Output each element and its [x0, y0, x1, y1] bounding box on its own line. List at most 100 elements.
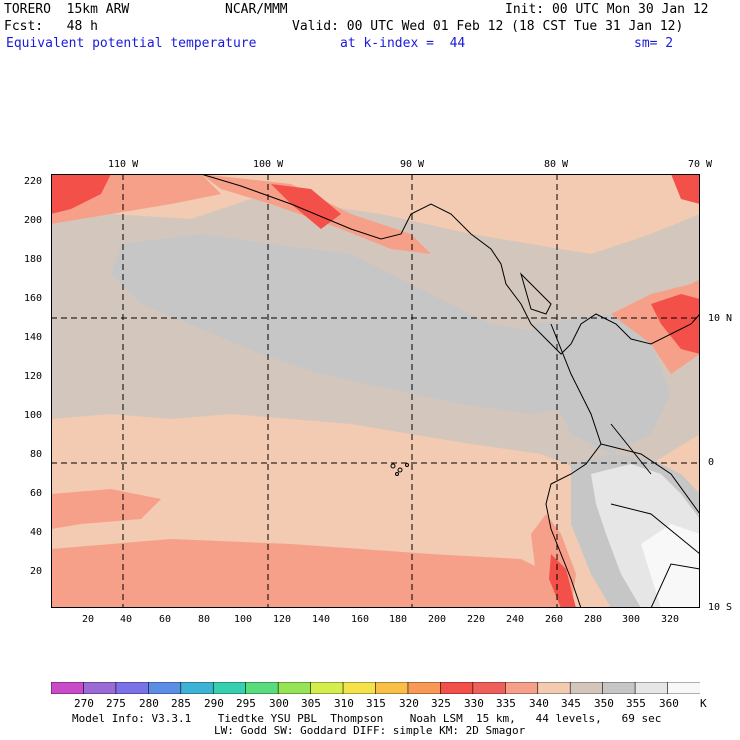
y-tick: 100: [24, 410, 43, 421]
colorbar-segment: [277, 682, 312, 694]
colorbar-label: 315: [366, 697, 386, 710]
model-info-line1: Model Info: V3.3.1 Tiedtke YSU PBL Thomp…: [72, 712, 662, 725]
colorbar-label: 350: [594, 697, 614, 710]
colorbar: [51, 682, 700, 694]
y-tick: 220: [24, 176, 43, 187]
y-tick: 80: [30, 449, 43, 460]
y-tick: 160: [24, 293, 43, 304]
field-region-355: [111, 234, 611, 414]
lake-outline: [519, 272, 552, 315]
y-tick: 40: [30, 527, 43, 538]
x-tick: 100: [234, 614, 253, 625]
x-tick: 80: [198, 614, 211, 625]
colorbar-segment: [602, 682, 636, 694]
coastline-south-america: [545, 323, 602, 608]
national-borders: [600, 423, 700, 608]
y-tick: 200: [24, 215, 43, 226]
field-region-330: [51, 174, 111, 214]
colorbar-segment: [180, 682, 215, 694]
level-label: at k-index = 44: [340, 36, 466, 51]
colorbar-label: 320: [399, 697, 419, 710]
colorbar-label: 275: [106, 697, 126, 710]
colorbar-segment: [310, 682, 344, 694]
field-region-330: [549, 554, 576, 608]
colorbar-label: 270: [74, 697, 94, 710]
init-time: Init: 00 UTC Mon 30 Jan 12: [505, 2, 709, 17]
forecast-hour: Fcst: 48 h: [4, 19, 98, 34]
x-tick: 40: [120, 614, 133, 625]
colorbar-label: 285: [171, 697, 191, 710]
field-region-340: [51, 539, 571, 608]
colorbar-label: 290: [204, 697, 224, 710]
field-region-340: [51, 489, 161, 529]
colorbar-label: 280: [139, 697, 159, 710]
model-info-line2: LW: Godd SW: Goddard DIFF: simple KM: 2D…: [214, 724, 526, 737]
colorbar-segment: [407, 682, 442, 694]
colorbar-segment: [375, 682, 409, 694]
colorbar-label: 325: [431, 697, 451, 710]
valid-time: Valid: 00 UTC Wed 01 Feb 12 (18 CST Tue …: [292, 19, 684, 34]
field-region-330: [671, 174, 700, 204]
colorbar-label: 335: [496, 697, 516, 710]
colorbar-segment: [634, 682, 669, 694]
coastline-central-america: [200, 174, 700, 355]
field-name: Equivalent potential temperature: [6, 36, 257, 51]
lon-label: 110 W: [108, 159, 139, 170]
lon-label: 100 W: [253, 159, 284, 170]
colorbar-segment: [440, 682, 474, 694]
y-tick: 60: [30, 488, 43, 499]
organization-label: NCAR/MMM: [225, 2, 288, 17]
lat-label: 10 N: [708, 313, 733, 324]
lon-label: 70 W: [688, 159, 713, 170]
x-tick: 240: [506, 614, 525, 625]
colorbar-segment: [569, 682, 604, 694]
y-tick: 140: [24, 332, 43, 343]
y-tick: 20: [30, 566, 43, 577]
colorbar-segment: [342, 682, 377, 694]
x-tick: 260: [545, 614, 564, 625]
y-tick: 180: [24, 254, 43, 265]
colorbar-segment: [83, 682, 117, 694]
colorbar-segment: [245, 682, 279, 694]
lon-label: 90 W: [400, 159, 425, 170]
colorbar-label: 310: [334, 697, 354, 710]
colorbar-label: 345: [561, 697, 581, 710]
y-tick: 120: [24, 371, 43, 382]
x-tick: 200: [428, 614, 447, 625]
lat-label: 0: [708, 457, 715, 468]
galapagos-islands: [390, 463, 409, 476]
theta-e-map: [51, 174, 700, 608]
colorbar-segment: [51, 682, 85, 694]
colorbar-label: 330: [464, 697, 484, 710]
smoothing-label: sm= 2: [634, 36, 674, 51]
colorbar-segment: [212, 682, 247, 694]
x-tick: 140: [312, 614, 331, 625]
lon-label: 80 W: [544, 159, 569, 170]
model-title: TORERO 15km ARW: [4, 2, 130, 17]
x-tick: 160: [351, 614, 370, 625]
x-tick: 300: [622, 614, 641, 625]
colorbar-label: 340: [529, 697, 549, 710]
colorbar-segment: [148, 682, 182, 694]
x-tick: 60: [159, 614, 172, 625]
x-tick: 220: [467, 614, 486, 625]
colorbar-label: 295: [236, 697, 256, 710]
colorbar-label: 355: [626, 697, 646, 710]
colorbar-unit: K: [700, 697, 707, 710]
x-tick: 120: [273, 614, 292, 625]
field-region-330: [651, 294, 700, 354]
lat-label: 10 S: [708, 602, 733, 613]
lat-lon-grid: [51, 174, 700, 608]
colorbar-segment: [115, 682, 150, 694]
colorbar-segment: [472, 682, 507, 694]
colorbar-label: 300: [269, 697, 289, 710]
x-tick: 280: [584, 614, 603, 625]
plot-frame: [51, 174, 700, 608]
colorbar-label: 305: [301, 697, 321, 710]
colorbar-segment: [667, 682, 700, 694]
colorbar-label: 360: [659, 697, 679, 710]
x-tick: 20: [82, 614, 95, 625]
x-tick: 320: [661, 614, 680, 625]
x-tick: 180: [389, 614, 408, 625]
colorbar-segment: [537, 682, 572, 694]
